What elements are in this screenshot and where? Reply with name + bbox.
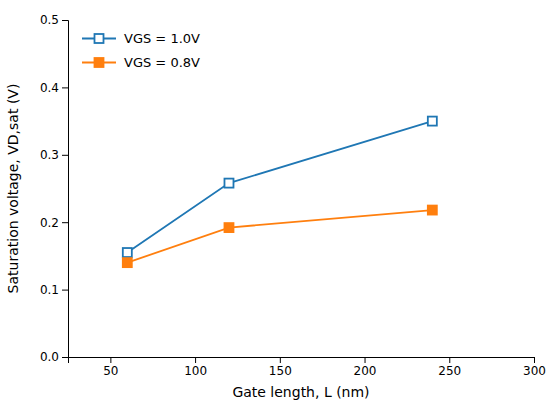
legend-marker: [95, 34, 104, 43]
y-tick: 0.2: [40, 216, 68, 230]
legend-marker: [95, 58, 104, 67]
data-point: [224, 179, 233, 188]
x-tick-mark: [110, 357, 111, 363]
x-tick: 50: [103, 357, 118, 378]
y-tick-label: 0.1: [40, 283, 59, 297]
x-axis-title: Gate length, L (nm): [232, 384, 369, 400]
data-point: [123, 248, 132, 257]
x-tick-label: 150: [269, 364, 292, 378]
series-line: [127, 210, 432, 263]
x-tick: 250: [438, 357, 461, 378]
y-axis: 0.0 0.1 0.2 0.3 0.4 0.5: [40, 13, 69, 364]
y-tick-mark: [62, 222, 68, 223]
y-tick: 0.0: [40, 350, 68, 364]
x-tick-label: 100: [184, 364, 207, 378]
data-point: [428, 206, 437, 215]
y-tick-label: 0.0: [40, 350, 59, 364]
x-tick-label: 300: [523, 364, 546, 378]
legend-label: VGS = 0.8V: [124, 55, 200, 70]
y-tick: 0.5: [40, 13, 68, 27]
y-tick-label: 0.4: [40, 81, 59, 95]
y-tick-label: 0.3: [40, 148, 59, 162]
chart: 50 100 150 200 250 300 0.0 0.1 0.2 0.3 0.4 0.5 VGS =…: [0, 0, 556, 409]
x-tick: 200: [354, 357, 377, 378]
y-tick-mark: [62, 357, 68, 358]
x-tick: 150: [269, 357, 292, 378]
x-axis-line: [69, 358, 535, 364]
plot-area: 50 100 150 200 250 300 0.0 0.1 0.2 0.3 0.4 0.5 VGS =…: [40, 13, 546, 377]
data-point: [428, 117, 437, 126]
x-tick-mark: [365, 357, 366, 363]
x-axis: 50 100 150 200 250 300: [69, 357, 546, 378]
y-tick-mark: [62, 155, 68, 156]
x-tick-mark: [280, 357, 281, 363]
y-tick: 0.4: [40, 81, 68, 95]
x-tick: 300: [523, 357, 546, 378]
legend: VGS = 1.0V VGS = 0.8V: [82, 31, 200, 70]
y-tick-mark: [62, 290, 68, 291]
series-line: [127, 121, 432, 252]
legend-label: VGS = 1.0V: [124, 31, 200, 46]
y-tick: 0.3: [40, 148, 68, 162]
y-tick-label: 0.2: [40, 216, 59, 230]
y-tick-mark: [62, 20, 68, 21]
y-tick-mark: [62, 87, 68, 88]
x-tick-label: 50: [103, 364, 118, 378]
x-tick: 100: [184, 357, 207, 378]
y-axis-line: [62, 21, 69, 358]
legend-item: VGS = 0.8V: [82, 55, 200, 70]
x-tick-mark: [449, 357, 450, 363]
y-axis-title: Saturation voltage, VD,sat (V): [5, 84, 21, 294]
x-tick-mark: [534, 357, 535, 363]
x-tick-label: 200: [354, 364, 377, 378]
data-point: [123, 258, 132, 267]
legend-item: VGS = 1.0V: [82, 31, 200, 46]
y-tick: 0.1: [40, 283, 68, 297]
x-tick-label: 250: [438, 364, 461, 378]
data-point: [224, 223, 233, 232]
y-tick-label: 0.5: [40, 13, 59, 27]
series-group: [123, 117, 437, 268]
x-tick-mark: [195, 357, 196, 363]
